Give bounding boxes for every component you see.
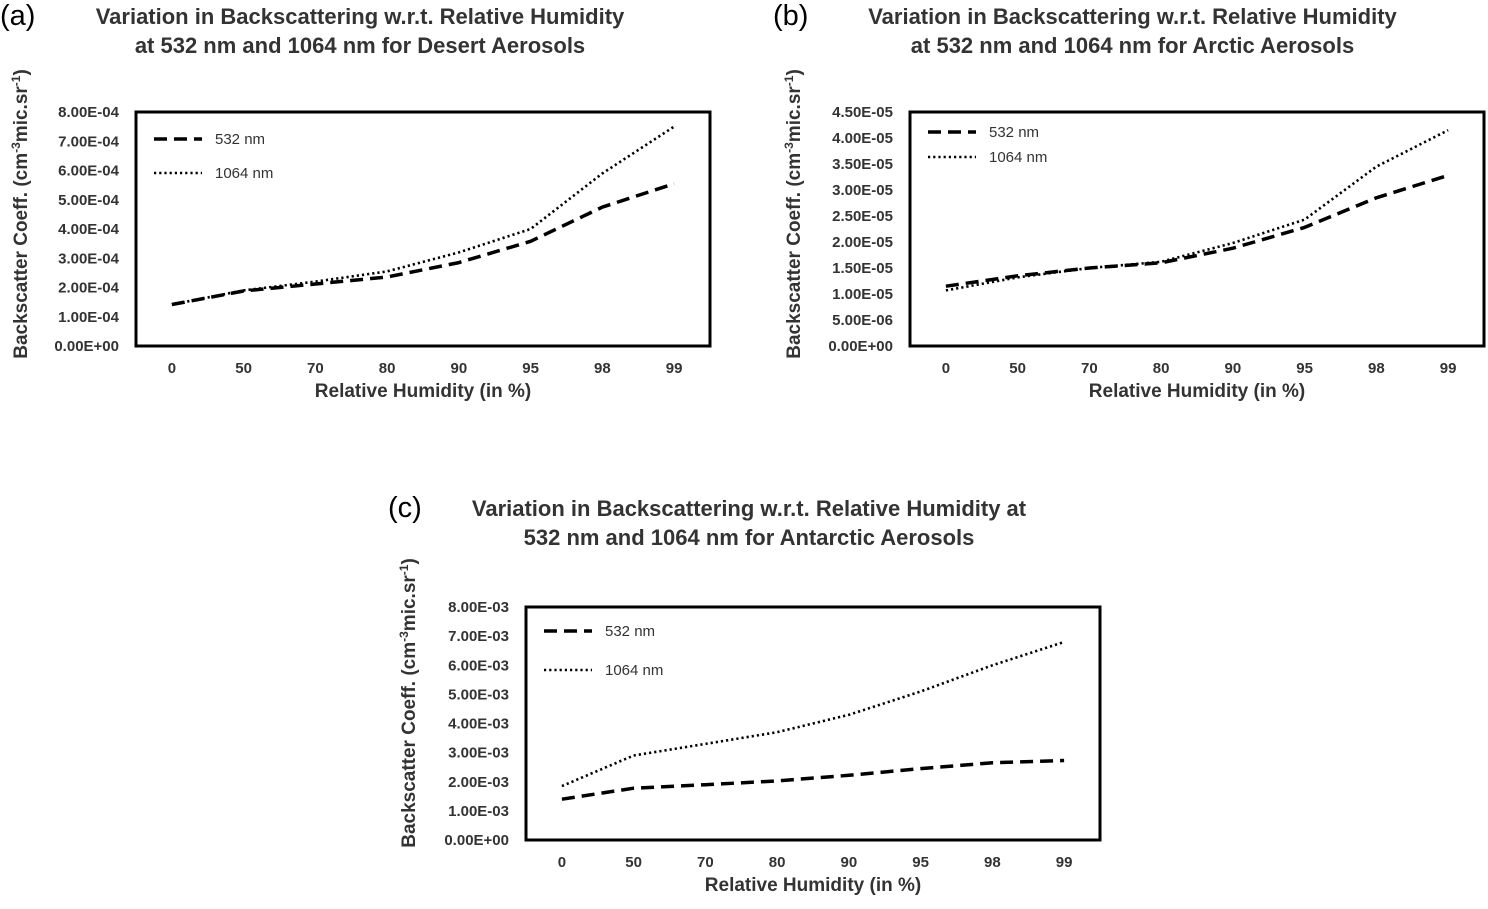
x-tick-label: 98 [984, 854, 1001, 871]
y-tick-label: 3.00E-04 [58, 250, 120, 267]
y-tick-label: 0.00E+00 [444, 832, 509, 849]
y-tick-label: 1.00E-05 [832, 286, 893, 303]
panel-label: (b) [773, 0, 809, 32]
series-line-1064nm [561, 640, 1065, 788]
x-tick-label: 70 [307, 360, 324, 377]
x-tick-label: 50 [235, 360, 252, 377]
y-axis-label: Backscatter Coeff. (cm-3mic.sr-1) [397, 558, 420, 848]
y-tick-label: 8.00E-03 [448, 599, 509, 616]
y-tick-label: 3.00E-05 [832, 182, 893, 199]
x-tick-label: 50 [625, 854, 642, 871]
x-tick-label: 98 [1368, 360, 1385, 377]
x-tick-label: 70 [697, 854, 714, 871]
plot-area-frame [524, 605, 1102, 842]
plot-area-frame [134, 110, 712, 348]
legend-label: 532 nm [605, 623, 655, 640]
x-tick-label: 99 [666, 360, 683, 377]
chart-panel-arctic: (b) Variation in Backscattering w.r.t. R… [770, 0, 1488, 420]
plot-area-frame [908, 110, 1486, 348]
y-tick-label: 1.00E-04 [58, 309, 120, 326]
x-tick-label: 90 [841, 854, 858, 871]
y-tick-label: 0.00E+00 [828, 338, 893, 355]
x-tick-label: 80 [769, 854, 786, 871]
x-tick-label: 98 [594, 360, 611, 377]
y-tick-label: 1.00E-03 [448, 803, 509, 820]
panel-label: (a) [0, 0, 36, 32]
chart-panel-antarctic: (c) Variation in Backscattering w.r.t. R… [385, 490, 1115, 909]
y-tick-label: 4.50E-05 [832, 104, 893, 121]
legend-label: 532 nm [215, 131, 265, 148]
y-tick-label: 4.00E-03 [448, 716, 509, 733]
y-tick-label: 2.00E-05 [832, 234, 893, 251]
x-tick-label: 80 [379, 360, 396, 377]
legend-label: 532 nm [989, 124, 1039, 141]
x-tick-label: 50 [1009, 360, 1026, 377]
x-tick-label: 99 [1056, 854, 1073, 871]
x-axis-label: Relative Humidity (in %) [705, 875, 921, 896]
x-tick-label: 0 [558, 854, 566, 871]
chart-svg: 0.00E+00 1.00E-03 2.00E-03 3.00E-03 4.00E-03… [397, 558, 1102, 896]
y-tick-label: 0.00E+00 [54, 338, 119, 355]
y-tick-label: 7.00E-04 [58, 133, 120, 150]
chart-title: Variation in Backscattering w.r.t. Relat… [471, 496, 1027, 550]
x-tick-label: 95 [1296, 360, 1313, 377]
series-line-1064nm [945, 129, 1449, 292]
y-tick-label: 7.00E-03 [448, 628, 509, 645]
y-tick-label: 3.00E-03 [448, 745, 509, 762]
y-tick-label: 5.00E-06 [832, 312, 893, 329]
y-axis-label: Backscatter Coeff. (cm-3mic.sr-1) [782, 69, 805, 359]
chart-panel-desert: (a) Variation in Backscattering w.r.t. R… [0, 0, 730, 420]
x-tick-label: 80 [1153, 360, 1170, 377]
x-tick-label: 90 [451, 360, 468, 377]
chart-svg: 0.00E+00 5.00E-06 1.00E-05 1.50E-05 2.00E-05… [782, 69, 1486, 402]
chart-title: Variation in Backscattering w.r.t. Relat… [868, 4, 1397, 58]
x-tick-label: 99 [1440, 360, 1457, 377]
panel-label: (c) [388, 492, 422, 524]
y-tick-label: 5.00E-03 [448, 686, 509, 703]
legend-label: 1064 nm [215, 165, 273, 182]
x-tick-label: 0 [942, 360, 950, 377]
chart-title: Variation in Backscattering w.r.t. Relat… [95, 4, 625, 58]
y-tick-label: 3.50E-05 [832, 156, 893, 173]
y-tick-label: 2.50E-05 [832, 208, 893, 225]
series-line-1064nm [171, 125, 675, 306]
y-tick-label: 1.50E-05 [832, 260, 893, 277]
x-tick-label: 95 [912, 854, 929, 871]
series-line-532nm [171, 182, 675, 307]
x-tick-label: 95 [522, 360, 539, 377]
x-tick-label: 90 [1225, 360, 1242, 377]
y-tick-label: 6.00E-03 [448, 657, 509, 674]
y-tick-label: 2.00E-04 [58, 280, 120, 297]
x-axis-label: Relative Humidity (in %) [315, 381, 531, 402]
y-tick-label: 4.00E-04 [58, 221, 120, 238]
legend-label: 1064 nm [605, 662, 663, 679]
series-line-532nm [945, 173, 1449, 288]
chart-svg: 0.00E+00 1.00E-04 2.00E-04 3.00E-04 4.00E-04… [9, 69, 712, 402]
y-tick-label: 2.00E-03 [448, 774, 509, 791]
x-tick-label: 0 [168, 360, 176, 377]
legend-label: 1064 nm [989, 149, 1047, 166]
y-tick-label: 6.00E-04 [58, 163, 120, 180]
y-axis-label: Backscatter Coeff. (cm-3mic.sr-1) [9, 69, 32, 359]
y-tick-label: 5.00E-04 [58, 192, 120, 209]
x-axis-label: Relative Humidity (in %) [1089, 381, 1305, 402]
y-tick-label: 8.00E-04 [58, 104, 120, 121]
x-tick-label: 70 [1081, 360, 1098, 377]
series-line-532nm [561, 758, 1065, 801]
y-tick-label: 4.00E-05 [832, 130, 893, 147]
